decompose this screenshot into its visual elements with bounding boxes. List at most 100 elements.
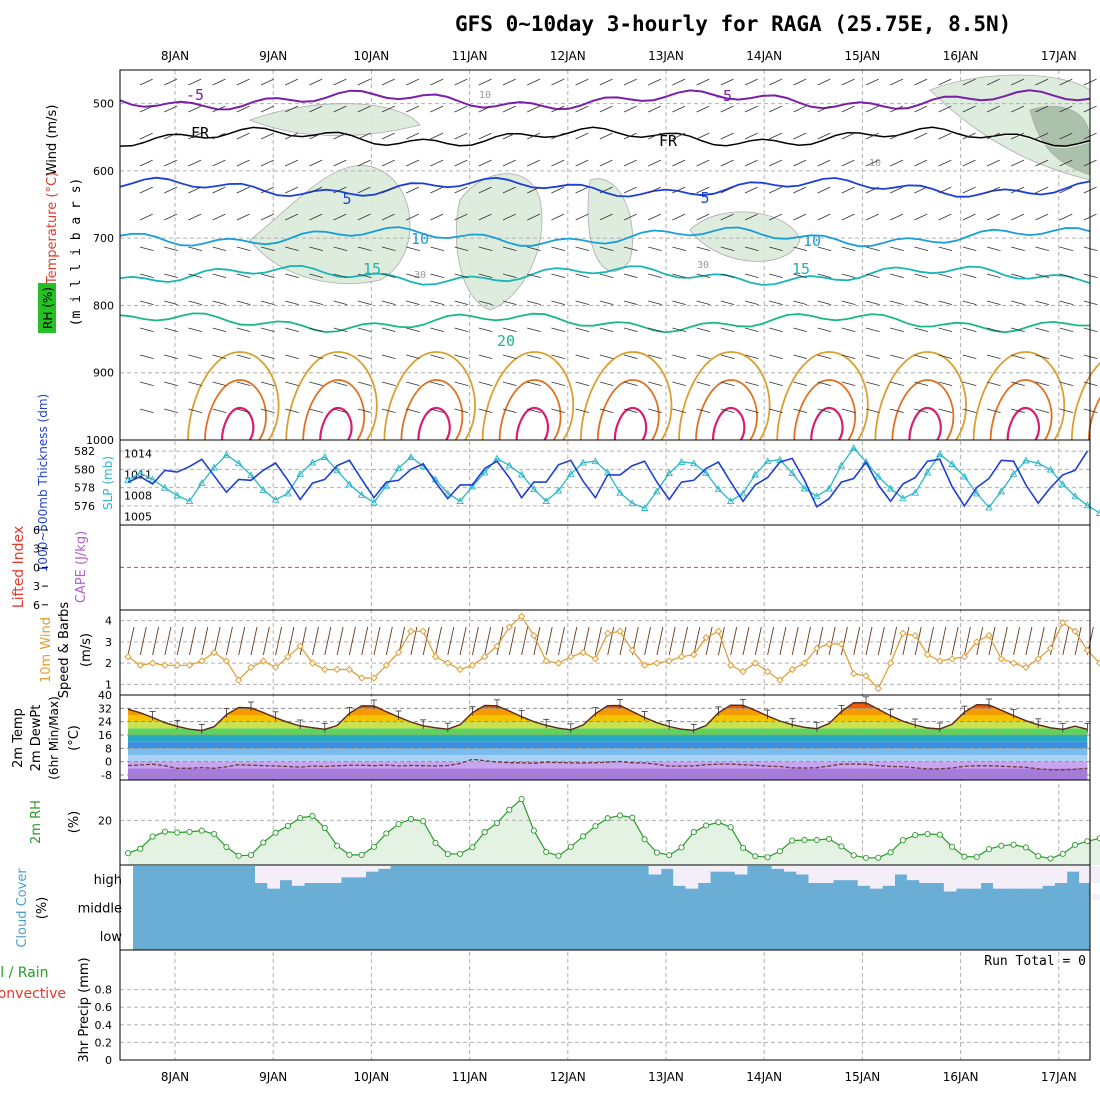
wind-barb [430, 354, 445, 360]
contour-label: -5 [714, 87, 732, 105]
wind-barb [623, 78, 637, 86]
wind10m-barb [804, 626, 811, 656]
wind-barb [478, 354, 493, 360]
wind10m-barb [939, 626, 947, 656]
bottom-date-labels: 8JAN 9JAN 10JAN 11JAN 12JAN 13JAN 14JAN 15JAN 16… [161, 1070, 1077, 1084]
wind-barb [793, 300, 808, 306]
wind-barb [938, 78, 952, 86]
wind-barb [527, 381, 541, 387]
axis-label-temp: 2m Temp [11, 708, 26, 768]
wind-barb [1011, 105, 1025, 113]
wind10m-point [1009, 659, 1018, 667]
wind-barb [986, 186, 1000, 194]
wind-barb [890, 408, 904, 414]
wind-barb [430, 381, 445, 387]
wind10m-barb [471, 626, 479, 656]
wind-barb [333, 213, 347, 221]
wind-barb [357, 327, 372, 333]
wind10m-barb [238, 626, 246, 656]
wind-barb [1035, 273, 1050, 279]
warm-contour [1006, 406, 1040, 441]
rh2m-point [752, 853, 759, 860]
warm-contour [613, 406, 648, 441]
wind10m-point [1046, 644, 1055, 652]
slp-point [579, 458, 587, 466]
cloud-gap-high [1066, 866, 1080, 872]
chart-title: GFS 0~10day 3-hourly for RAGA (25.75E, 8… [455, 12, 1012, 36]
wind-barb [575, 186, 589, 194]
panel-frame [119, 949, 1091, 1061]
cloud-gap-high [771, 866, 785, 869]
wind-barb [720, 186, 734, 194]
wind10m-point [136, 661, 144, 669]
rh-shade-area [248, 103, 421, 137]
wind-barb [986, 159, 1000, 167]
wind-barb [599, 246, 614, 252]
wind-barb [744, 213, 758, 221]
rh-shade-area [249, 165, 411, 285]
slp-point [247, 471, 255, 479]
contour-label: 30 [697, 260, 709, 271]
rh2m-point [703, 822, 710, 829]
wind-barb [890, 300, 904, 306]
rh2m-line [127, 798, 1100, 860]
wind-barb [502, 186, 516, 194]
wind-barb [212, 381, 227, 387]
wind-barb [914, 381, 929, 387]
wind-barb [212, 327, 227, 333]
wind-barb [865, 381, 880, 387]
cloud-gap-high [722, 866, 736, 872]
cloud-gap-high [1091, 866, 1100, 883]
wind-barb [454, 213, 468, 221]
wind-barb [817, 300, 832, 306]
wind-barb [648, 132, 662, 140]
rh2m-point [334, 842, 341, 849]
wind10m-point [382, 661, 390, 669]
wind-barb [938, 327, 953, 333]
slp-point [567, 469, 575, 477]
slp-point [456, 497, 464, 505]
wind-barb [865, 246, 880, 252]
slp-point [345, 480, 354, 488]
wind-barb [478, 273, 493, 279]
precip-tick-label: 0.6 [95, 1001, 113, 1014]
wind10m-point [567, 653, 575, 661]
slp-point [960, 472, 969, 480]
wind-barb [478, 381, 493, 387]
wind-barb [890, 246, 904, 252]
warm-contour [695, 379, 758, 441]
wind-barb [478, 246, 493, 252]
wind-barb [357, 213, 371, 221]
wind10m-barb [250, 626, 258, 656]
wind-barb [1059, 159, 1073, 167]
slp-point [321, 453, 329, 460]
wind10m-point [394, 648, 403, 657]
wind-barb [454, 246, 469, 252]
rh2m-point [297, 814, 304, 822]
wind-barb [769, 186, 783, 194]
wind-tick-label: 1 [105, 678, 112, 691]
wind-barb [817, 246, 832, 252]
wind-barb [285, 381, 299, 387]
wind-barb [720, 78, 734, 86]
temp-tick-label: 8 [105, 742, 112, 755]
wind-barb [672, 132, 686, 140]
warm-contour [874, 351, 967, 441]
wind10m-point [210, 648, 218, 657]
wind-barb [454, 105, 468, 113]
wind-barb [285, 186, 299, 194]
rh2m-point [161, 828, 168, 835]
wind-barb [406, 186, 420, 194]
wind-barb [285, 78, 299, 86]
rh2m-point [899, 837, 906, 844]
rh2m-point [481, 829, 488, 836]
wind10m-barb [730, 626, 738, 656]
rh2m-point [813, 836, 820, 844]
wind10m-barb [619, 626, 627, 656]
cloud-gap-high [943, 866, 957, 892]
wind-barb [454, 78, 468, 86]
wind10m-point [714, 627, 723, 635]
rh2m-point [604, 815, 611, 822]
temperature-band [128, 721, 1088, 729]
wind-barb [236, 327, 251, 333]
